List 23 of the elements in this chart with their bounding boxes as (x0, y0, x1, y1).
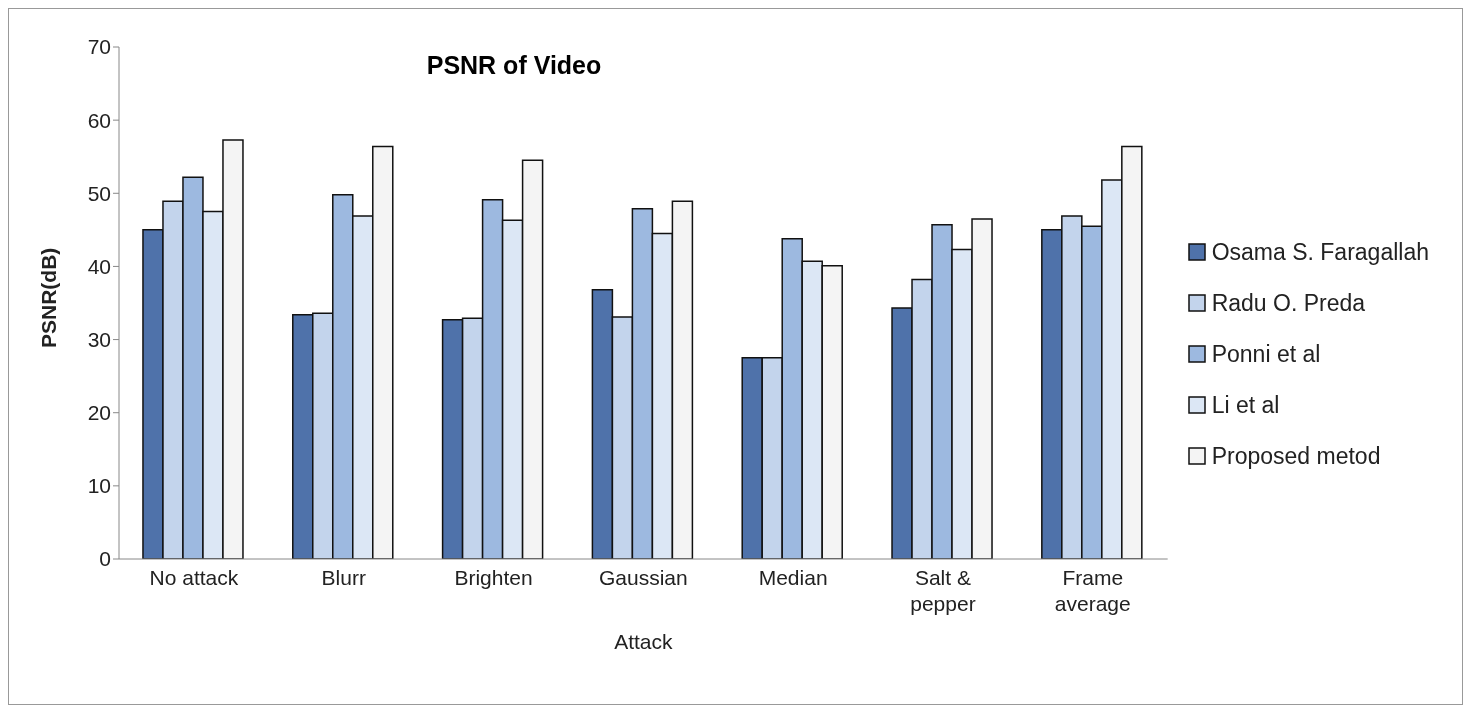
y-tick-label: 60 (87, 108, 111, 132)
x-axis-title: Attack (614, 630, 674, 653)
y-tick-label: 10 (87, 474, 111, 498)
x-tick-label: No attack (149, 566, 239, 589)
x-tick-label: Brighten (454, 566, 533, 589)
y-axis-title: PSNR(dB) (37, 247, 61, 348)
chart-title: PSNR of Video (426, 51, 602, 79)
legend-label: Radu O. Preda (1211, 289, 1366, 317)
legend-label: Ponni et al (1211, 340, 1321, 368)
y-tick-label: 40 (87, 254, 111, 278)
x-tick-label: Salt & pepper (910, 566, 976, 615)
legend-label: Osama S. Faragallah (1211, 238, 1429, 266)
legend-label: Li et al (1211, 391, 1280, 419)
x-tick-label: Blurr (321, 566, 366, 589)
y-tick-label: 30 (87, 328, 111, 352)
y-tick-label: 0 (99, 547, 111, 571)
x-tick-label: Median (758, 566, 828, 589)
legend-label: Proposed metod (1211, 442, 1381, 470)
y-tick-label: 50 (87, 181, 111, 205)
y-tick-label: 70 (87, 35, 111, 59)
x-tick-label: Frame average (1054, 566, 1131, 615)
y-tick-label: 20 (87, 401, 111, 425)
x-tick-label: Gaussian (598, 566, 688, 589)
